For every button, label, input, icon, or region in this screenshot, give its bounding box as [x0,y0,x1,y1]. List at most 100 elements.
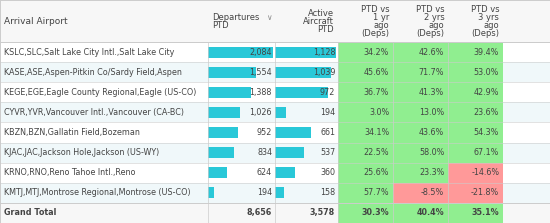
Bar [275,147,304,158]
Text: 35.1%: 35.1% [472,209,499,217]
Bar [448,122,503,142]
Bar [448,142,503,163]
Text: PTD vs: PTD vs [416,4,444,14]
Text: (Deps): (Deps) [471,29,499,37]
Bar [208,67,256,78]
Text: 834: 834 [257,148,272,157]
Text: 1,039: 1,039 [313,68,336,77]
Text: KASE,ASE,Aspen-Pitkin Co/Sardy Field,Aspen: KASE,ASE,Aspen-Pitkin Co/Sardy Field,Asp… [4,68,182,77]
Bar [208,167,227,178]
Text: -21.8%: -21.8% [471,188,499,197]
Bar [338,203,393,223]
Bar [393,82,448,102]
Text: KMTJ,MTJ,Montrose Regional,Montrose (US-CO): KMTJ,MTJ,Montrose Regional,Montrose (US-… [4,188,191,197]
Bar [393,62,448,82]
Text: 3,578: 3,578 [310,209,336,217]
Text: 3.0%: 3.0% [369,108,389,117]
Text: Departures: Departures [212,12,259,21]
Bar [208,147,234,158]
Text: PTD vs: PTD vs [471,4,499,14]
Text: 3 yrs: 3 yrs [478,12,499,21]
Bar [275,67,332,78]
Text: ago: ago [483,21,499,29]
Text: PTD vs: PTD vs [361,4,389,14]
Bar [338,62,393,82]
Bar [448,42,503,62]
Bar [275,107,285,118]
Text: KEGE,EGE,Eagle County Regional,Eagle (US-CO): KEGE,EGE,Eagle County Regional,Eagle (US… [4,88,196,97]
Text: 43.6%: 43.6% [419,128,444,137]
Text: 53.0%: 53.0% [474,68,499,77]
Bar [338,183,393,203]
Bar [208,47,273,58]
Bar [275,167,295,178]
Bar [208,87,251,98]
Text: Grand Total: Grand Total [4,209,56,217]
Bar [275,187,284,198]
Bar [0,82,550,102]
Text: -8.5%: -8.5% [421,188,444,197]
Text: CYVR,YVR,Vancouver Intl.,Vancouver (CA-BC): CYVR,YVR,Vancouver Intl.,Vancouver (CA-B… [4,108,184,117]
Text: Active: Active [308,8,334,17]
Text: 39.4%: 39.4% [474,47,499,57]
Text: 624: 624 [257,168,272,177]
Text: 54.3%: 54.3% [474,128,499,137]
Bar [338,163,393,183]
Text: 661: 661 [320,128,336,137]
Bar [448,102,503,122]
Bar [448,163,503,183]
Text: 45.6%: 45.6% [364,68,389,77]
Bar [393,183,448,203]
Bar [393,42,448,62]
Bar [393,163,448,183]
Text: KSLC,SLC,Salt Lake City Intl.,Salt Lake City: KSLC,SLC,Salt Lake City Intl.,Salt Lake … [4,47,174,57]
Text: 1,388: 1,388 [250,88,272,97]
Text: 30.3%: 30.3% [362,209,389,217]
Bar [448,183,503,203]
Text: 42.9%: 42.9% [474,88,499,97]
Text: 22.5%: 22.5% [364,148,389,157]
Bar [448,62,503,82]
Text: Arrival Airport: Arrival Airport [4,17,68,25]
Text: 2,084: 2,084 [250,47,272,57]
Bar [275,87,328,98]
Text: 2 yrs: 2 yrs [424,12,444,21]
Text: 23.3%: 23.3% [419,168,444,177]
Bar [393,102,448,122]
Text: 1,026: 1,026 [250,108,272,117]
Bar [208,187,214,198]
Text: 36.7%: 36.7% [364,88,389,97]
Bar [338,142,393,163]
Bar [0,102,550,122]
Text: 952: 952 [257,128,272,137]
Text: 40.4%: 40.4% [417,209,444,217]
Bar [338,102,393,122]
Text: 13.0%: 13.0% [419,108,444,117]
Text: 360: 360 [320,168,336,177]
Text: 71.7%: 71.7% [419,68,444,77]
Text: (Deps): (Deps) [361,29,389,37]
Text: ago: ago [428,21,444,29]
Bar [338,42,393,62]
Text: KRNO,RNO,Reno Tahoe Intl.,Reno: KRNO,RNO,Reno Tahoe Intl.,Reno [4,168,135,177]
Bar [393,122,448,142]
Text: 194: 194 [320,108,336,117]
Text: 58.0%: 58.0% [419,148,444,157]
Text: 8,656: 8,656 [247,209,272,217]
Text: PTD: PTD [212,21,229,29]
Bar [393,203,448,223]
Text: 537: 537 [320,148,336,157]
Text: 23.6%: 23.6% [474,108,499,117]
Text: 158: 158 [320,188,336,197]
Text: KBZN,BZN,Gallatin Field,Bozeman: KBZN,BZN,Gallatin Field,Bozeman [4,128,140,137]
Bar [0,0,550,42]
Text: Aircraft: Aircraft [304,17,334,25]
Bar [338,82,393,102]
Bar [208,107,240,118]
Text: 1,128: 1,128 [313,47,336,57]
Text: 34.2%: 34.2% [364,47,389,57]
Text: 972: 972 [320,88,336,97]
Text: 194: 194 [257,188,272,197]
Text: -14.6%: -14.6% [471,168,499,177]
Bar [338,122,393,142]
